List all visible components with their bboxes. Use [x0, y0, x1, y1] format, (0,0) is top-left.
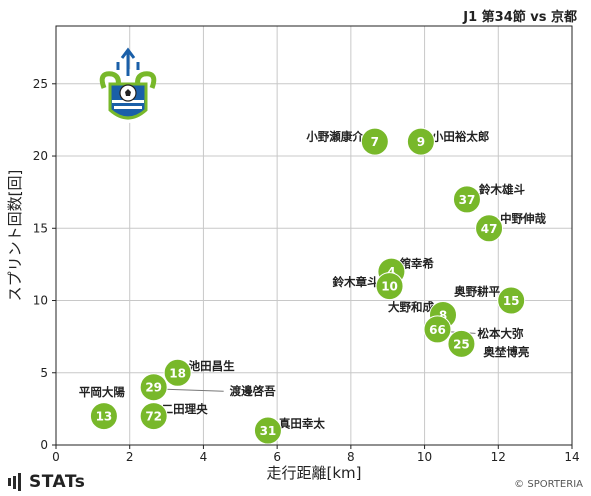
x-tick-label: 2: [126, 450, 134, 464]
x-tick-label: 14: [564, 450, 579, 464]
player-number-label: 31: [260, 424, 277, 438]
player-name-label: 小野瀬康介: [305, 130, 364, 144]
player-name-label: 渡邊啓吾: [230, 384, 276, 398]
y-tick-label: 0: [40, 438, 48, 452]
player-name-label: 松本大弥: [477, 326, 523, 340]
player-name-label: 奥埜博亮: [482, 345, 529, 359]
player-number-label: 25: [453, 337, 470, 351]
player-number-label: 72: [145, 410, 162, 424]
scatter-point: [139, 402, 168, 431]
axes: [52, 25, 573, 449]
player-name-label: 鈴木章斗: [333, 275, 379, 289]
x-tick-label: 8: [347, 450, 355, 464]
y-tick-label: 10: [33, 294, 48, 308]
player-name-label: 真田幸太: [279, 417, 325, 431]
player-name-label: 池田昌生: [189, 359, 235, 373]
player-number-label: 13: [96, 410, 113, 424]
player-name-label: 二田理央: [162, 402, 208, 416]
y-axis-title: スプリント回数[回]: [6, 170, 24, 302]
axis-and-point-labels: 0 2 4 6 8 10 12 14 0 5 10 15 20 25 走行距離[km] スプリント回数[回] 小…: [6, 77, 580, 482]
plot-frame: [55, 25, 573, 446]
x-tick-label: 10: [417, 450, 432, 464]
scatter-point: [497, 286, 526, 315]
player-name-label: 大野和成: [388, 300, 434, 314]
scatter-point: [139, 373, 168, 402]
player-number-label: 37: [459, 193, 476, 207]
player-name-label: 中野伸哉: [500, 211, 546, 225]
player-number-label: 15: [503, 294, 520, 308]
player-name-label: 平岡大陽: [79, 385, 125, 399]
x-axis-title: 走行距離[km]: [266, 464, 361, 482]
scatter-point: [89, 402, 118, 431]
match-title: J1 第34節 vs 京都: [463, 10, 577, 25]
player-name-label: 舘幸希: [398, 257, 434, 271]
scatter-point: [163, 358, 192, 387]
player-number-label: 47: [481, 222, 498, 236]
scatter-point: [406, 127, 435, 156]
x-tick-label: 0: [52, 450, 60, 464]
player-number-label: 4: [387, 265, 395, 279]
data-points: 7 9 37 47 410 15 866 25 18 29 13 72 31: [89, 127, 526, 445]
scatter-point: [360, 127, 389, 156]
copyright-text: © SPORTERIA: [514, 479, 583, 490]
scatter-point: [447, 329, 476, 358]
player-number-label: 9: [417, 135, 425, 149]
player-number-label: 10: [381, 280, 398, 294]
y-tick-label: 15: [33, 221, 48, 235]
stats-brand-logo: STATs: [8, 472, 85, 492]
player-number-label: 7: [371, 135, 379, 149]
player-number-label: 18: [169, 366, 186, 380]
player-number-label: 66: [429, 323, 446, 337]
scatter-point: [475, 214, 504, 243]
player-number-label: 8: [439, 308, 447, 322]
scatter-point: [423, 315, 452, 344]
x-tick-label: 4: [200, 450, 208, 464]
player-name-label: 小田裕太郎: [431, 130, 490, 144]
scatter-point: [375, 272, 404, 301]
scatter-point: [452, 185, 481, 214]
x-tick-label: 6: [273, 450, 281, 464]
brand-name: STATs: [29, 472, 86, 492]
player-number-label: 29: [145, 381, 162, 395]
y-tick-label: 20: [33, 149, 48, 163]
scatter-point: [253, 416, 282, 445]
y-tick-label: 25: [33, 77, 48, 91]
y-tick-label: 5: [40, 366, 48, 380]
x-tick-label: 12: [491, 450, 506, 464]
player-name-label: 鈴木雄斗: [479, 182, 525, 196]
leader-line: [165, 388, 224, 392]
player-name-label: 奥野耕平: [453, 285, 500, 299]
team-crest-icon: [99, 47, 157, 123]
